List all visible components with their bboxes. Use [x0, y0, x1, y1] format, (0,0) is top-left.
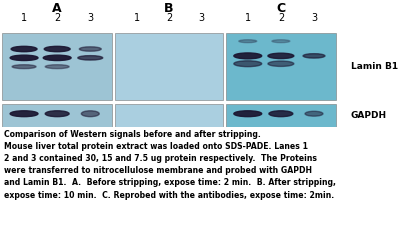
- Text: 2: 2: [278, 13, 284, 23]
- Text: 2: 2: [166, 13, 172, 23]
- Ellipse shape: [43, 55, 71, 60]
- Text: 1: 1: [134, 13, 140, 23]
- Ellipse shape: [234, 61, 262, 67]
- Ellipse shape: [234, 111, 262, 117]
- Text: 2: 2: [54, 13, 60, 23]
- Ellipse shape: [12, 65, 36, 69]
- Ellipse shape: [239, 40, 257, 43]
- Ellipse shape: [10, 111, 38, 117]
- Text: Comparison of Western signals before and after stripping.
Mouse liver total prot: Comparison of Western signals before and…: [4, 130, 336, 200]
- Ellipse shape: [44, 46, 70, 52]
- Ellipse shape: [268, 53, 294, 59]
- Text: 3: 3: [87, 13, 93, 23]
- Text: B: B: [164, 2, 174, 15]
- Bar: [2, 104, 112, 127]
- Text: 1: 1: [245, 13, 251, 23]
- Ellipse shape: [45, 65, 69, 69]
- Ellipse shape: [11, 46, 37, 52]
- Ellipse shape: [305, 111, 323, 116]
- Text: 1: 1: [21, 13, 27, 23]
- Ellipse shape: [45, 111, 69, 117]
- Bar: [115, 33, 223, 100]
- Text: 3: 3: [198, 13, 204, 23]
- Bar: [115, 104, 223, 127]
- Bar: [226, 104, 336, 127]
- Ellipse shape: [78, 56, 103, 60]
- Text: Lamin B1: Lamin B1: [350, 62, 398, 71]
- Ellipse shape: [303, 54, 325, 58]
- Ellipse shape: [268, 61, 294, 66]
- Bar: [2, 33, 112, 100]
- Ellipse shape: [10, 55, 38, 60]
- Text: 3: 3: [311, 13, 317, 23]
- Ellipse shape: [272, 40, 290, 43]
- Ellipse shape: [79, 47, 101, 51]
- Text: C: C: [276, 2, 286, 15]
- Bar: [226, 33, 336, 100]
- Ellipse shape: [234, 53, 262, 59]
- Ellipse shape: [81, 111, 99, 117]
- Ellipse shape: [269, 111, 293, 117]
- Text: GAPDH: GAPDH: [350, 111, 387, 120]
- Text: A: A: [52, 2, 62, 15]
